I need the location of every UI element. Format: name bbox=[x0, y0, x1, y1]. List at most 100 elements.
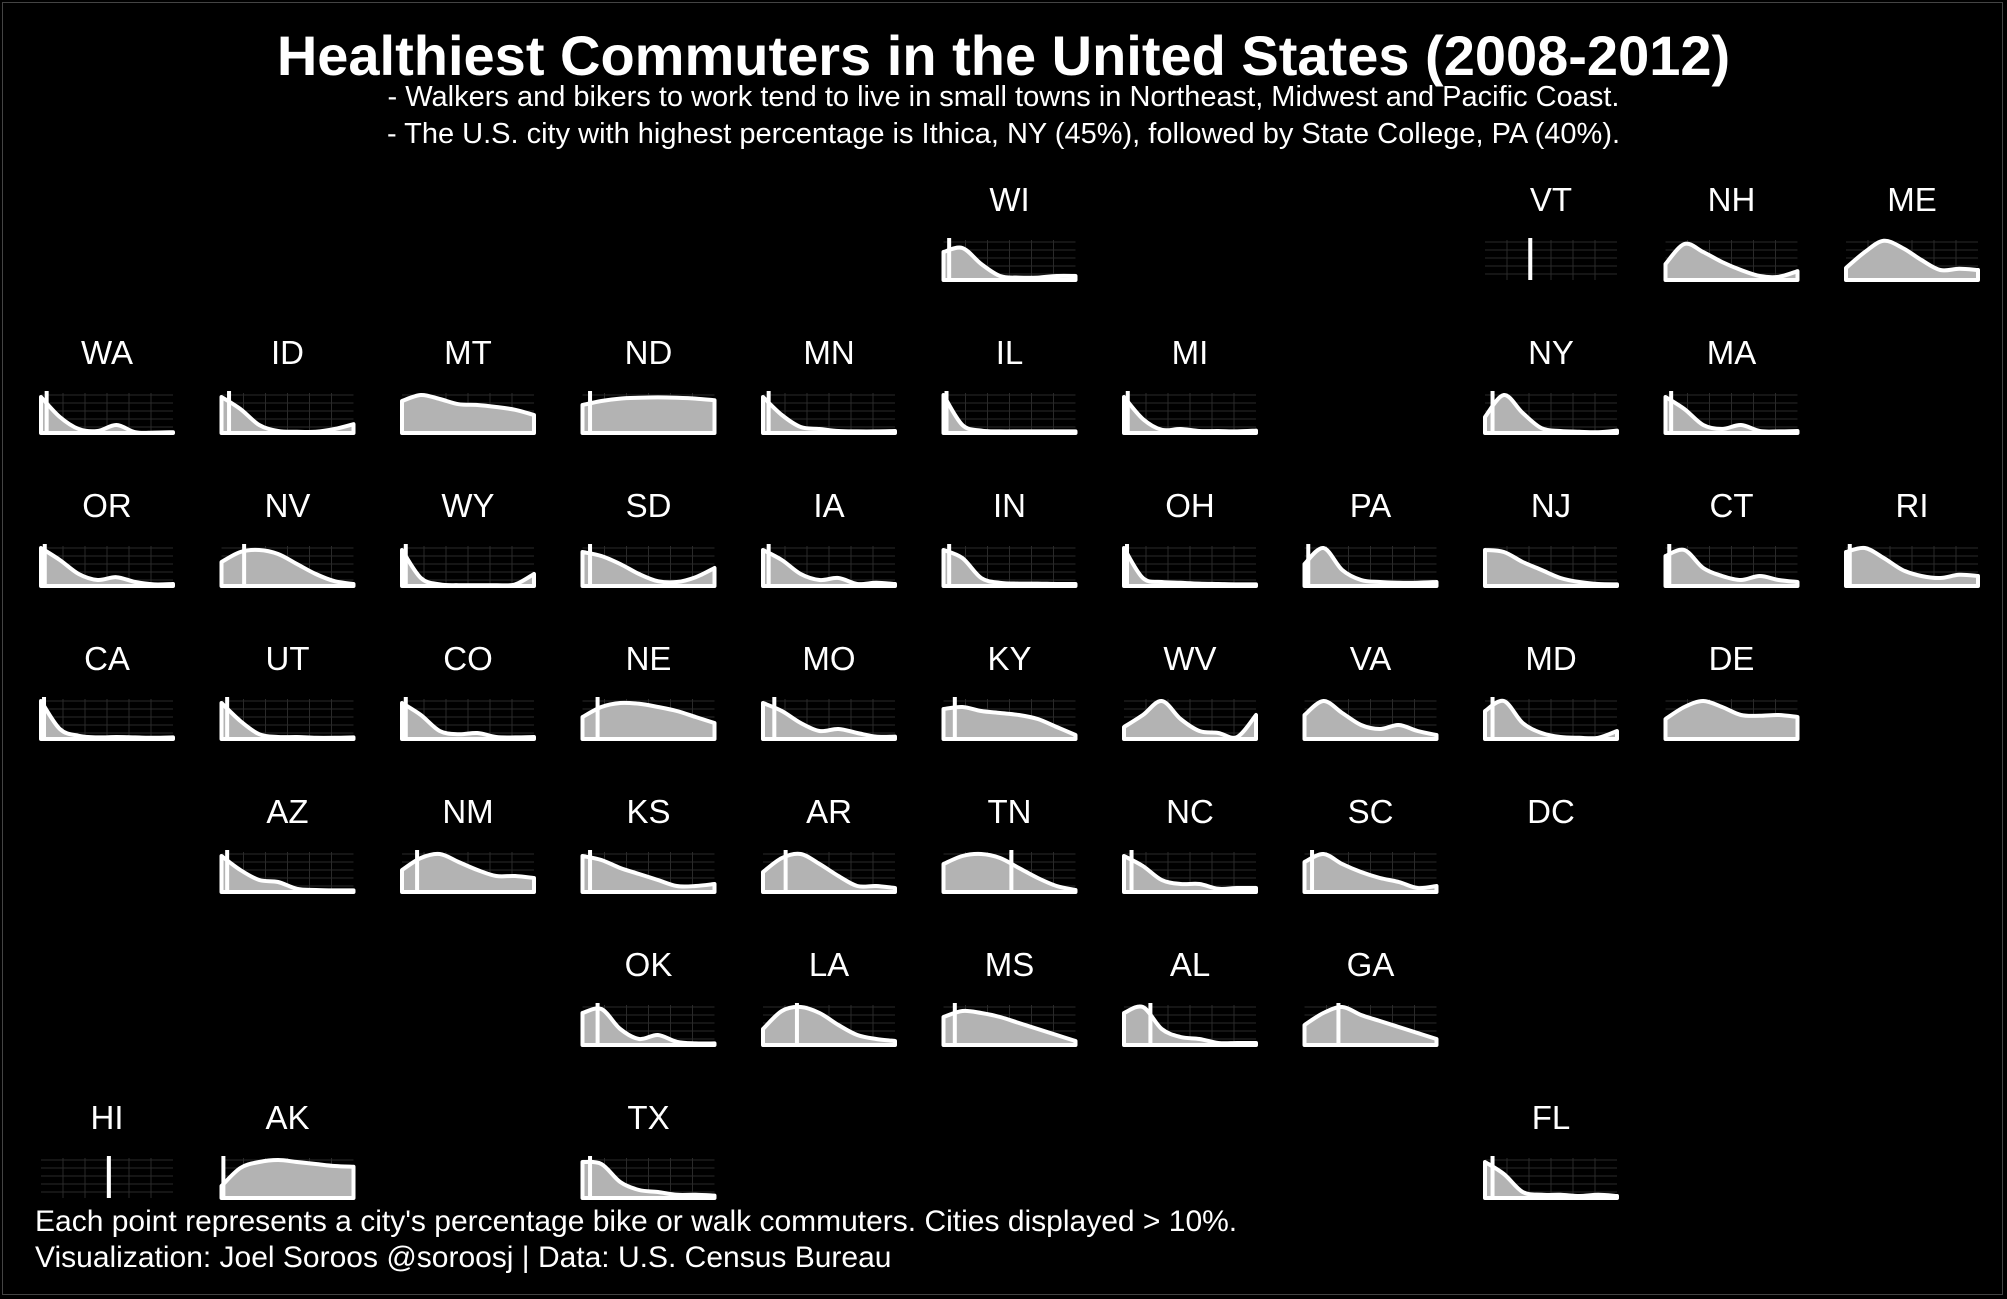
density-area bbox=[1302, 699, 1439, 741]
density-area bbox=[1483, 1160, 1619, 1200]
state-tile-ga: GA bbox=[1302, 946, 1439, 1047]
density-area bbox=[400, 851, 536, 894]
state-label: WA bbox=[81, 334, 133, 371]
density-area bbox=[1302, 852, 1439, 894]
state-tile-sd: SD bbox=[580, 487, 717, 588]
state-label: CO bbox=[443, 640, 493, 677]
state-tile-la: LA bbox=[761, 946, 897, 1047]
state-label: MI bbox=[1172, 334, 1209, 371]
density-area bbox=[580, 700, 717, 741]
state-tile-il: IL bbox=[941, 334, 1078, 435]
density-area bbox=[941, 245, 1078, 282]
density-area bbox=[1122, 699, 1258, 741]
density-area bbox=[39, 699, 175, 741]
state-tile-al: AL bbox=[1122, 946, 1258, 1047]
state-tile-ks: KS bbox=[580, 793, 717, 894]
state-tile-ut: UT bbox=[219, 640, 356, 741]
state-label: KS bbox=[626, 793, 670, 830]
state-tile-oh: OH bbox=[1122, 487, 1258, 588]
state-label: NM bbox=[442, 793, 493, 830]
state-tile-id: ID bbox=[219, 334, 356, 435]
footnote-credits: Visualization: Joel Soroos @soroosj | Da… bbox=[35, 1241, 892, 1274]
state-label: MA bbox=[1707, 334, 1757, 371]
subtitle-line-2: - The U.S. city with highest percentage … bbox=[386, 118, 1621, 150]
footnote-method: Each point represents a city's percentag… bbox=[35, 1205, 1238, 1238]
state-tile-az: AZ bbox=[219, 793, 356, 894]
state-tile-ia: IA bbox=[761, 487, 897, 588]
subtitle-line-1: - Walkers and bikers to work tend to liv… bbox=[387, 81, 1620, 113]
state-tile-md: MD bbox=[1483, 640, 1619, 741]
state-label: NE bbox=[626, 640, 672, 677]
state-label: MT bbox=[444, 334, 492, 371]
state-label: KY bbox=[987, 640, 1031, 677]
state-tile-nd: ND bbox=[580, 334, 717, 435]
state-label: SD bbox=[626, 487, 672, 524]
state-label: GA bbox=[1347, 946, 1395, 983]
state-label: OH bbox=[1165, 487, 1215, 524]
state-tile-ri: RI bbox=[1844, 487, 1980, 588]
state-label: OR bbox=[82, 487, 132, 524]
density-area bbox=[1663, 699, 1800, 741]
density-area bbox=[219, 1158, 356, 1200]
density-area bbox=[1844, 238, 1980, 282]
state-label: MD bbox=[1525, 640, 1576, 677]
state-label: NC bbox=[1166, 793, 1214, 830]
density-area bbox=[400, 392, 536, 435]
density-area bbox=[1483, 548, 1619, 588]
state-label: MO bbox=[802, 640, 855, 677]
density-area bbox=[1122, 854, 1258, 894]
state-label: MS bbox=[985, 946, 1035, 983]
state-label: DC bbox=[1527, 793, 1575, 830]
state-label: IA bbox=[813, 487, 844, 524]
state-label: UT bbox=[266, 640, 310, 677]
state-label: TN bbox=[988, 793, 1032, 830]
state-label: VT bbox=[1530, 181, 1572, 218]
state-tile-vt: VT bbox=[1485, 181, 1617, 280]
density-area bbox=[1302, 546, 1439, 588]
density-area bbox=[219, 395, 356, 435]
state-tile-ar: AR bbox=[761, 793, 897, 894]
state-tile-nh: NH bbox=[1663, 181, 1800, 282]
density-area bbox=[219, 854, 356, 894]
state-tile-ma: MA bbox=[1663, 334, 1800, 435]
state-label: OK bbox=[625, 946, 673, 983]
state-tile-wy: WY bbox=[400, 487, 536, 588]
state-tile-de: DE bbox=[1663, 640, 1800, 741]
state-label: ME bbox=[1887, 181, 1937, 218]
state-label: IN bbox=[993, 487, 1026, 524]
state-tile-ms: MS bbox=[941, 946, 1078, 1047]
density-area bbox=[219, 547, 356, 588]
chart-title: Healthiest Commuters in the United State… bbox=[276, 24, 1731, 87]
state-tile-wa: WA bbox=[39, 334, 175, 435]
state-tile-wv: WV bbox=[1122, 640, 1258, 741]
state-label: AK bbox=[265, 1099, 309, 1136]
state-tile-tn: TN bbox=[941, 793, 1078, 894]
density-area bbox=[39, 395, 175, 435]
state-label: AL bbox=[1170, 946, 1210, 983]
state-label: DE bbox=[1709, 640, 1755, 677]
state-tile-ny: NY bbox=[1483, 334, 1619, 435]
state-tile-ct: CT bbox=[1663, 487, 1800, 588]
state-tile-ok: OK bbox=[580, 946, 717, 1047]
density-area bbox=[1122, 395, 1258, 435]
state-label: VA bbox=[1350, 640, 1392, 677]
state-tile-ky: KY bbox=[941, 640, 1078, 741]
state-label: WY bbox=[441, 487, 494, 524]
state-label: PA bbox=[1350, 487, 1392, 524]
density-area bbox=[761, 395, 897, 435]
density-area bbox=[39, 546, 175, 588]
state-tile-ak: AK bbox=[219, 1099, 356, 1200]
density-area bbox=[219, 701, 356, 741]
density-area bbox=[1663, 241, 1800, 282]
state-label: AZ bbox=[266, 793, 308, 830]
state-tile-dc: DC bbox=[1527, 793, 1575, 830]
state-label: SC bbox=[1348, 793, 1394, 830]
density-area bbox=[761, 701, 897, 741]
state-label: HI bbox=[91, 1099, 124, 1136]
state-label: IL bbox=[996, 334, 1024, 371]
state-tile-mo: MO bbox=[761, 640, 897, 741]
state-label: TX bbox=[627, 1099, 669, 1136]
state-tile-nv: NV bbox=[219, 487, 356, 588]
density-area bbox=[1844, 545, 1980, 588]
